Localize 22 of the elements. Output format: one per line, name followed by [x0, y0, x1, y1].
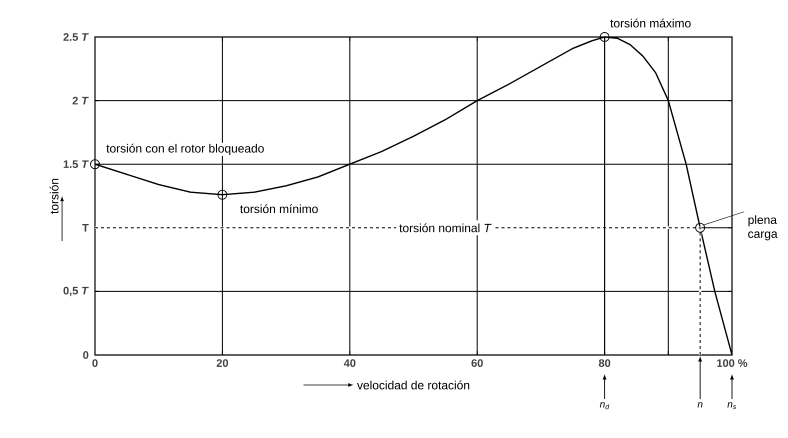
x-tick-label: 100 %	[717, 359, 748, 367]
x-axis-title: velocidad de rotación	[357, 380, 470, 390]
x-tick-label: 40	[344, 359, 356, 367]
y-tick-label: 2 T	[72, 96, 89, 104]
ref-line-label: n$_{d}$	[600, 402, 610, 410]
ref-line-label: n$_{s}$	[727, 402, 736, 410]
y-tick-label: 0,5 T	[64, 286, 89, 296]
annotation: torsión nominal T	[399, 223, 492, 232]
x-tick-label: 20	[216, 359, 228, 367]
x-tick-label: 60	[472, 359, 483, 367]
annotation: torsión con el rotor bloqueado	[106, 144, 264, 156]
y-tick-label: 2.5 T	[63, 33, 89, 41]
x-tick-label: 80	[598, 359, 610, 367]
annotation: torsión máximo	[610, 18, 691, 28]
annotation: plena carga	[748, 215, 778, 240]
annotation: n	[698, 402, 702, 408]
y-tick-label: T	[82, 224, 89, 232]
y-tick-label: 0	[83, 351, 88, 359]
x-tick-label: 0	[92, 359, 98, 367]
y-tick-label: 1.5 T	[64, 160, 89, 168]
y-axis-title: torsión	[50, 178, 59, 214]
annotation: torsión mínimo	[240, 204, 318, 214]
